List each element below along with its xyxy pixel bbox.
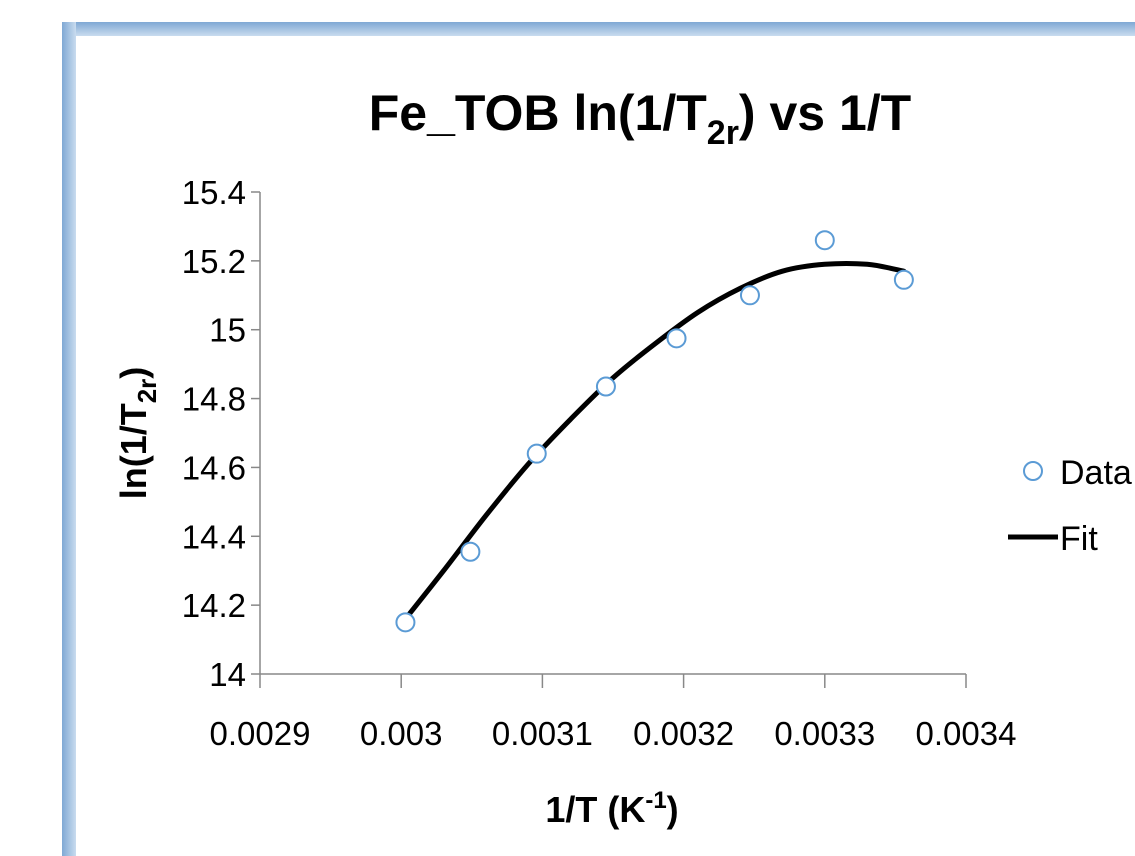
y-tick-label: 15 (209, 312, 246, 349)
y-tick-label: 14.8 (182, 381, 246, 418)
data-point (526, 443, 547, 464)
legend-data-label: Data (1060, 454, 1132, 492)
chart-title: Fe_TOB ln(1/T2r) vs 1/T (369, 85, 911, 152)
y-tick-label: 14.2 (182, 587, 246, 624)
x-tick-label: 0.0032 (633, 715, 734, 752)
fit-series (402, 260, 907, 622)
data-point (666, 328, 687, 349)
data-point (814, 230, 835, 251)
legend-fit-label: Fit (1060, 520, 1098, 558)
x-tick-label: 0.0029 (210, 715, 311, 752)
data-point (460, 541, 481, 562)
x-tick-label: 0.0033 (774, 715, 875, 752)
data-point (739, 285, 760, 306)
x-tick-label: 0.0034 (916, 715, 1017, 752)
axes: 15.4 15.2 15 14.8 14.6 14.4 14.2 14 0.0029 0.003 0… (182, 174, 1017, 752)
data-point (395, 612, 416, 633)
y-tick-label: 15.2 (182, 243, 246, 280)
data-point (595, 376, 616, 397)
x-tick-label: 0.0031 (492, 715, 593, 752)
data-point (893, 269, 914, 290)
x-tick-label: 0.003 (360, 715, 443, 752)
y-tick-label: 14.4 (182, 518, 246, 555)
x-axis-title: 1/T (K-1) (545, 787, 678, 830)
slide-frame-left (62, 22, 76, 856)
legend-data-marker (1023, 461, 1043, 481)
data-series (395, 230, 914, 633)
slide-frame-top (62, 22, 1135, 36)
y-tick-label: 14.6 (182, 449, 246, 486)
fit-line (402, 260, 907, 622)
legend: Data Fit (1008, 454, 1132, 558)
y-tick-label: 15.4 (182, 174, 246, 211)
y-axis-title: ln(1/T2r) (113, 367, 162, 500)
y-tick-label: 14 (209, 656, 246, 693)
